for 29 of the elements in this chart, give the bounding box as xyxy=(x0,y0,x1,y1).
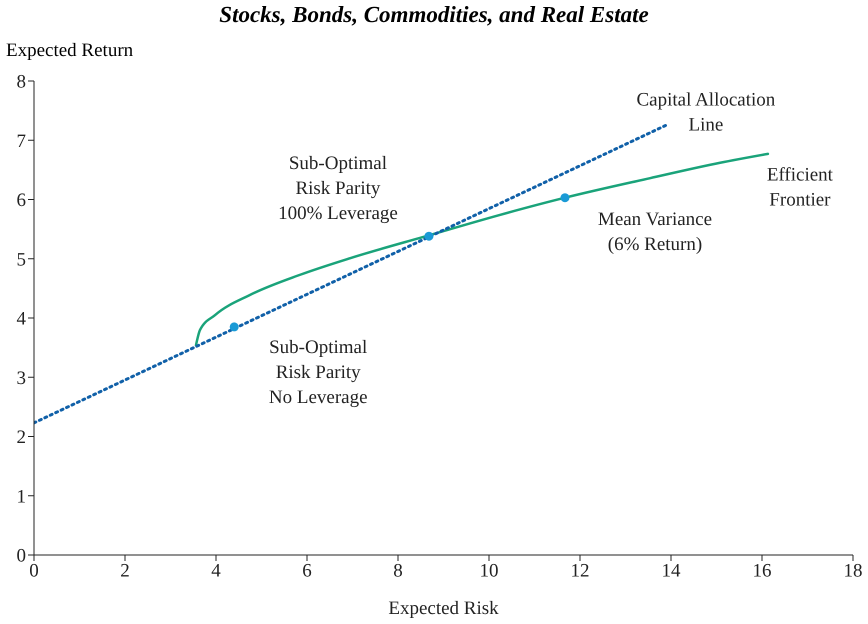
x-tick-label: 6 xyxy=(302,560,312,582)
point xyxy=(560,193,570,202)
y-tick-label: 4 xyxy=(16,308,26,330)
y-tick-label: 7 xyxy=(16,130,26,152)
chart-title: Stocks, Bonds, Commodities, and Real Estate xyxy=(218,2,650,28)
x-axis-title: Expected Risk xyxy=(388,598,500,619)
x-tick-label: 2 xyxy=(120,560,130,582)
y-tick-label: 0 xyxy=(16,546,26,567)
y-tick-label: 3 xyxy=(16,368,26,389)
y-axis-title: Expected Return xyxy=(6,40,134,62)
point xyxy=(424,232,434,241)
annotation: Efficient Frontier xyxy=(766,164,834,210)
x-tick-label: 12 xyxy=(570,560,590,582)
annotation: Sub-Optimal Risk Parity 100% Leverage xyxy=(278,153,398,224)
x-tick-label: 14 xyxy=(662,560,681,582)
annotation: Mean Variance (6% Return) xyxy=(598,209,712,256)
x-tick-label: 16 xyxy=(752,560,772,582)
y-tick-label: 6 xyxy=(16,190,26,212)
x-tick-label: 18 xyxy=(844,560,862,582)
annotation: Capital Allocation Line xyxy=(636,89,776,136)
y-tick-label: 2 xyxy=(16,427,26,448)
annotation: Sub-Optimal Risk Parity No Leverage xyxy=(268,336,368,408)
x-tick-label: 4 xyxy=(211,560,222,582)
x-tick-label: 10 xyxy=(480,560,498,582)
x-tick-label: 8 xyxy=(393,560,403,582)
y-tick-label: 8 xyxy=(16,72,26,93)
point xyxy=(230,322,239,332)
y-tick-label: 1 xyxy=(16,486,26,508)
y-tick-label: 5 xyxy=(16,249,26,270)
